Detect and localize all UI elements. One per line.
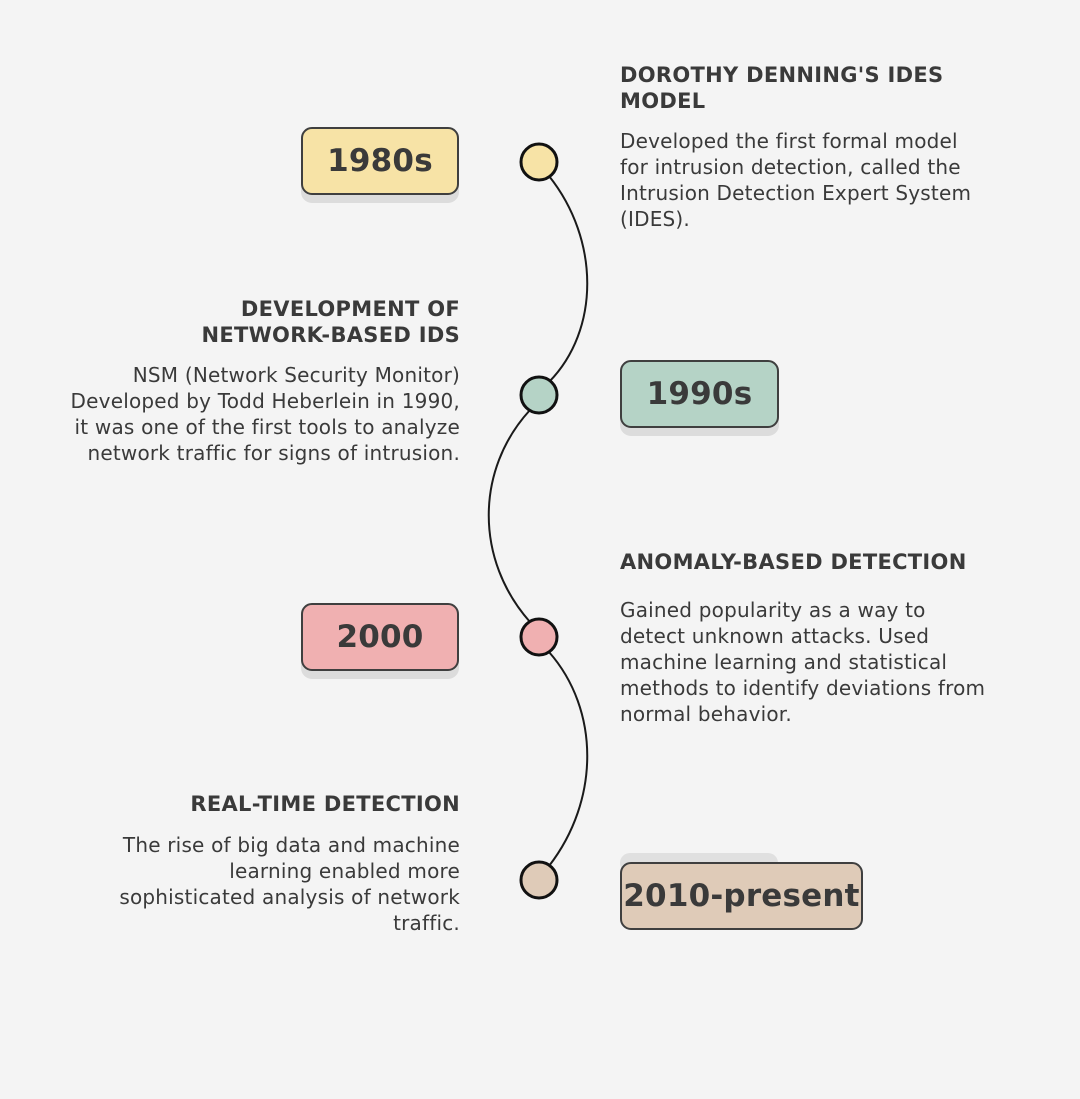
event-description-real-time: The rise of big data and machine learnin… — [119, 833, 460, 935]
year-badge-2010-present: 2010-present — [620, 862, 863, 930]
timeline-node-1990s — [519, 375, 559, 415]
event-title-ides: DOROTHY DENNING'S IDES MODEL — [620, 63, 944, 113]
timeline-node-2010 — [519, 860, 559, 900]
event-title-anomaly: ANOMALY-BASED DETECTION — [620, 550, 967, 574]
timeline-node-1980s — [519, 142, 559, 182]
event-description-anomaly: Gained popularity as a way to detect unk… — [620, 598, 986, 726]
event-description-network-ids: NSM (Network Security Monitor) Developed… — [70, 363, 460, 465]
timeline-curve — [487, 175, 589, 867]
timeline-node-2000 — [519, 617, 559, 657]
event-description-ides: Developed the first formal model for int… — [620, 129, 972, 231]
year-badge-1980s: 1980s — [301, 127, 459, 195]
year-badge-2000: 2000 — [301, 603, 459, 671]
event-title-network-ids: DEVELOPMENT OF NETWORK-BASED IDS — [201, 297, 460, 347]
event-title-real-time: REAL-TIME DETECTION — [190, 792, 460, 816]
year-badge-1990s: 1990s — [620, 360, 779, 428]
